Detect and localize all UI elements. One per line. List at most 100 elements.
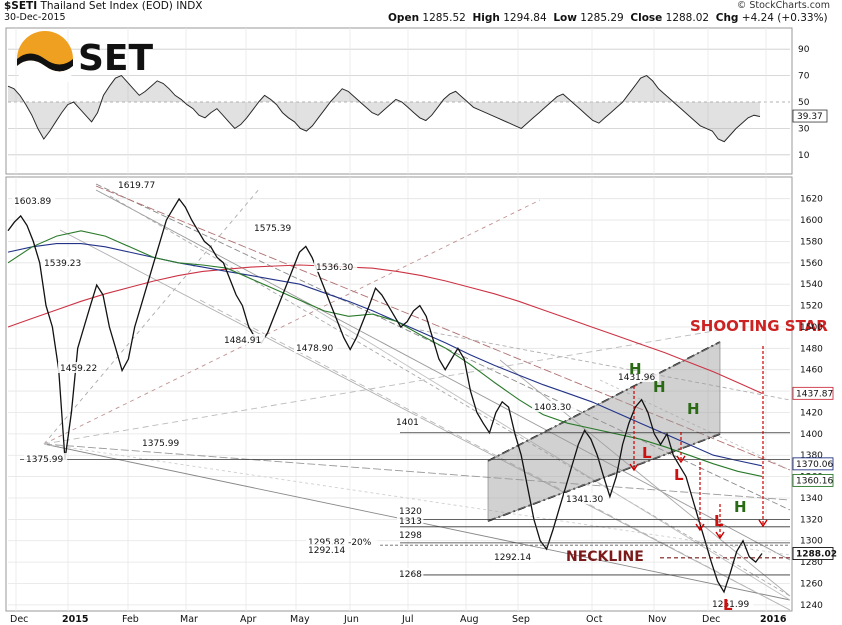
fan-line [95,189,791,561]
support-lines [20,432,790,576]
h-letter: H [687,400,700,418]
rsi-tick-label: 10 [798,151,810,161]
price-tick-label: 1420 [800,408,823,418]
price-tick-label: 1560 [800,259,823,269]
moving-averages [7,230,763,477]
rsi-value-label: 39.37 [797,112,823,122]
annotation-bg [397,515,424,526]
price-annotation: 1539.23 [44,259,81,269]
price-tick-label: 1320 [800,515,823,525]
symbol: $SETI [4,0,38,12]
h-letter: H [629,360,642,378]
price-annotation: 1251.99 [712,600,749,610]
price-tick-label: 1260 [800,579,823,589]
price-tick-label: 1460 [800,366,823,376]
price-annotation: 1484.91 [224,336,261,346]
annotation-bg [24,453,68,464]
x-tick-label: 2016 [760,614,787,625]
h-letter: H [734,498,747,516]
annotation-bg [394,416,421,427]
red-arrow-head [715,531,725,540]
symbol-title: $SETI Thailand Set Index (EOD) INDX [4,0,202,12]
annotation-bg [58,362,102,373]
ma-fast-line [7,230,763,477]
right-label-box [792,457,834,471]
annotation-bg [222,334,266,345]
exchange: INDX [176,0,203,12]
rsi-series: 39.37 [7,74,828,143]
x-tick-label: Nov [648,614,667,625]
x-tick-label: Mar [180,614,198,625]
l-letter: L [642,444,652,462]
price-annotation: 1403.30 [534,403,571,413]
price-annotation: 1375.99 [142,439,179,449]
price-annotation: 1298 [399,531,422,541]
price-annotation: 1536.30 [316,263,353,273]
price-annotation: 1295.82 -20% [308,538,372,548]
price-annotation: 1341.30 [566,495,603,505]
price-annotation: 1603.89 [14,197,51,207]
l-letter: L [723,596,733,614]
copyright: © StockCharts.com [736,0,830,11]
right-value-label: 1437.87 [796,389,833,399]
rsi-line [7,74,761,143]
annotation-bg [314,261,358,272]
annotations: 1603.89 1619.77 1539.23 1575.39 1536.30 1459.… [12,179,754,610]
fan-line [59,229,791,611]
price-annotation: 1431.96 [618,373,655,383]
price-tick-label: 1400 [800,430,823,440]
rsi-tick-label: 50 [798,98,810,108]
red-arrow-head [695,523,705,532]
price-tick-label: 1280 [800,558,823,568]
annotation-bg [397,529,424,540]
annotation-bg [306,536,378,547]
price-series [7,197,763,594]
price-annotation: 1320 [399,507,422,517]
price-tick-label: 1380 [800,451,823,461]
open-value: 1285.52 [422,12,466,24]
annotation-bg [710,598,754,609]
set-logo-text: SET [78,38,154,79]
price-tick-label: 1240 [800,601,823,611]
low-value: 1285.29 [580,12,624,24]
right-value-label: 1370.06 [796,460,833,470]
fan-line [43,443,791,501]
right-label-box [792,473,834,487]
right-value-label: 1360.16 [796,476,833,486]
x-tick-label: Dec [702,614,720,625]
annotation-bg [42,257,86,268]
rsi-tick-label: 30 [798,124,810,134]
chart-date: 30-Dec-2015 [4,12,66,23]
annotation-bg [140,437,184,448]
annotation-bg [397,505,424,516]
x-tick-label: Apr [240,614,257,625]
ma-slow-line [7,264,763,394]
x-tick-label: May [290,614,310,625]
x-tick-label: Dec [10,614,28,625]
annotation-bg [397,568,424,579]
ma-mid-line [7,243,763,467]
red-arrow-head [758,519,768,528]
neckline-label: NECKLINE [566,549,644,565]
annotation-bg [616,371,660,382]
annotation-bg [306,544,350,555]
rsi-tick-label: 70 [798,72,810,82]
price-annotation: 1375.99 [26,455,63,465]
annotation-bg [564,493,608,504]
price-tick-label: 1620 [800,195,823,205]
annotation-bg [116,179,160,190]
price-tick-label: 1600 [800,216,823,226]
annotation-bg [532,401,576,412]
fan-line [599,379,791,471]
price-tick-label: 1520 [800,302,823,312]
l-letter: L [714,512,724,530]
x-tick-label: Feb [122,614,139,625]
x-axis: Dec 2015 Feb Mar Apr May Jun Jul Aug Sep Oct Nov Dec… [10,614,787,625]
change-value: +4.24 (+0.33%) [741,12,828,24]
price-line [7,197,763,594]
right-value-labels: 1437.87 1370.06 1360.16 1288.02 [792,386,837,560]
rsi-grid: 10 30 50 70 90 [8,45,810,161]
price-annotation: 1459.22 [60,364,97,374]
index-name: Thailand Set Index (EOD) [40,0,173,12]
price-tick-label: 1300 [800,537,823,547]
